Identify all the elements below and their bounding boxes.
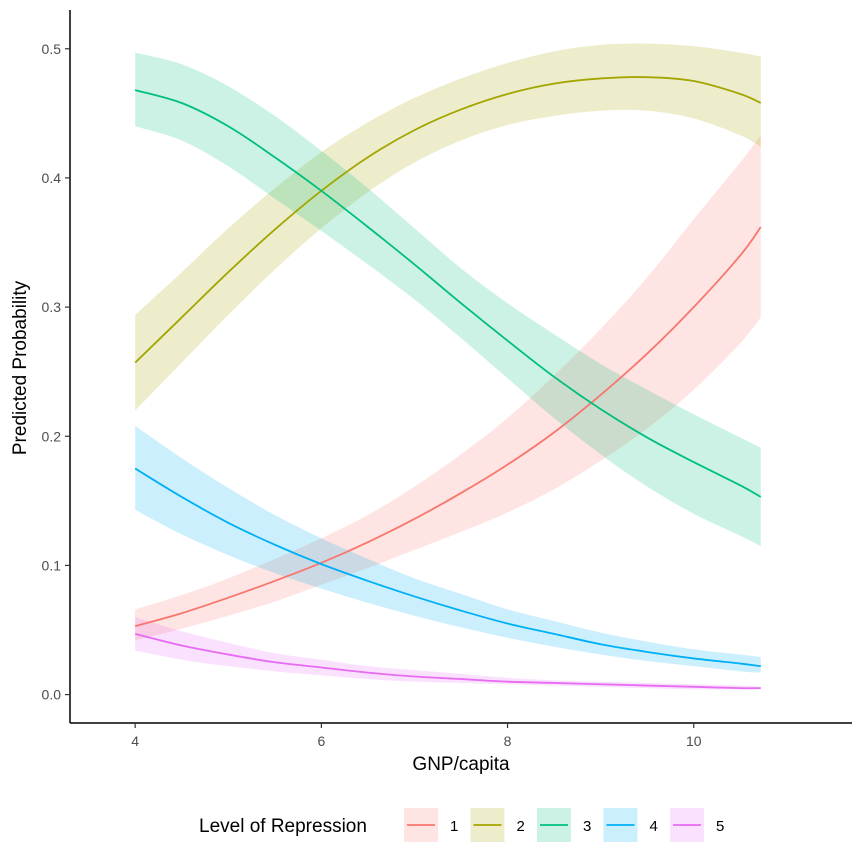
y-tick-label: 0.2: [42, 428, 62, 444]
legend-item-1: 1: [404, 808, 458, 842]
legend: Level of Repression 1 2 3 4 5: [199, 808, 724, 842]
legend-label-1: 1: [450, 818, 458, 835]
legend-item-4: 4: [603, 808, 658, 842]
line-series-1: [134, 226, 762, 627]
legend-item-3: 3: [537, 808, 591, 842]
legend-item-5: 5: [670, 808, 724, 842]
confidence-ribbons: [135, 43, 761, 690]
ribbon-series-1: [135, 135, 761, 641]
legend-title: Level of Repression: [199, 816, 367, 837]
y-axis-title: Predicted Probability: [10, 280, 31, 455]
ribbon-series-4: [135, 425, 761, 673]
x-axis-title: GNP/capita: [412, 754, 510, 775]
x-axis-ticks: 4 6 8 10: [131, 723, 702, 749]
legend-label-5: 5: [716, 818, 724, 835]
line-series-4: [134, 467, 761, 668]
y-tick-label: 0.4: [42, 170, 62, 186]
x-tick-label: 6: [317, 733, 325, 749]
y-tick-label: 0.5: [42, 41, 62, 57]
legend-items: 1 2 3 4 5: [404, 808, 724, 842]
y-tick-label: 0.0: [42, 687, 62, 703]
ribbon-series-5: [135, 617, 761, 690]
legend-label-3: 3: [583, 818, 591, 835]
line-series-3: [134, 89, 762, 498]
legend-label-4: 4: [650, 818, 658, 835]
series-lines: [134, 76, 762, 690]
legend-item-2: 2: [470, 808, 525, 842]
y-axis-ticks: 0.0 0.1 0.2 0.3 0.4 0.5: [42, 41, 70, 703]
x-tick-label: 8: [504, 733, 512, 749]
x-tick-label: 10: [686, 733, 702, 749]
line-series-5: [134, 633, 761, 690]
x-tick-label: 4: [131, 733, 139, 749]
ribbon-series-2: [135, 43, 761, 411]
y-tick-label: 0.3: [42, 299, 62, 315]
legend-label-2: 2: [517, 818, 525, 835]
ribbon-series-3: [135, 52, 761, 547]
y-tick-label: 0.1: [42, 557, 62, 573]
line-series-2: [134, 76, 762, 364]
